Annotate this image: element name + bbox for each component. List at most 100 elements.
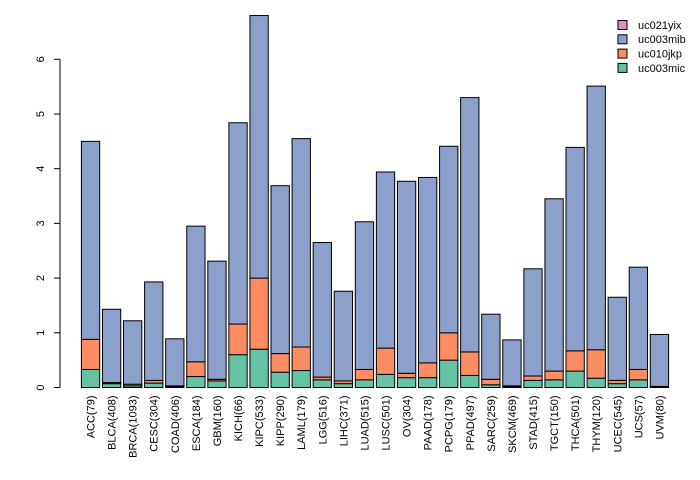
bar-stack (312, 242, 332, 389)
bar-segment-uc010jkp (565, 350, 585, 372)
bar-segment-uc003mib (439, 145, 459, 334)
legend-label-uc010jkp: uc010jkp (638, 48, 682, 60)
bar-segment-uc003mic (101, 383, 122, 388)
bar-segment-uc010jkp (439, 332, 459, 361)
bar-stack (80, 140, 101, 389)
x-tick-label: LIHC(371) (338, 396, 350, 447)
bar-segment-uc003mic (460, 374, 480, 389)
x-tick-label: THYM(120) (591, 396, 603, 453)
bar-stack (544, 198, 564, 389)
bar-segment-uc010jkp (523, 375, 543, 381)
x-tick-label: KICH(66) (233, 396, 245, 442)
bar-segment-uc003mib (270, 185, 290, 355)
x-tick-label: CESC(304) (149, 396, 161, 452)
bar-segment-uc003mic (80, 368, 101, 389)
x-tick-label: LUAD(515) (359, 396, 371, 451)
bar-segment-uc010jkp (418, 362, 438, 379)
bar-stack (523, 268, 543, 389)
bar-segment-uc003mib (312, 242, 332, 378)
bar-stack (186, 225, 206, 388)
x-axis-labels: ACC(79) BLCA(408) BRCA(1093) CESC(304) COAD(… (86, 396, 667, 458)
bar-stack (460, 97, 480, 389)
bar-stack (396, 180, 417, 388)
bar-segment-uc003mib (502, 339, 522, 387)
bar-segment-uc003mic (228, 354, 248, 388)
x-tick-label: PPAD(497) (465, 396, 477, 451)
bar-segment-uc003mic (249, 348, 269, 388)
bar-segment-uc003mic (586, 377, 606, 388)
bar-segment-uc003mib (418, 176, 438, 364)
x-tick-label: LAML(179) (296, 396, 308, 450)
legend-swatch-uc010jkp (617, 48, 628, 59)
x-tick-label: UCEC(545) (612, 396, 624, 453)
bar-segment-uc003mic (291, 370, 311, 388)
bar-segment-uc010jkp (354, 368, 375, 381)
bar-stack (249, 15, 269, 388)
y-tick-label: 0 (35, 384, 47, 390)
legend-label-uc003mib: uc003mib (638, 34, 686, 46)
bar-segment-uc010jkp (291, 346, 311, 372)
bar-segment-uc003mib (333, 290, 354, 382)
bar-segment-uc003mib (165, 338, 185, 387)
bar-segment-uc003mic (607, 383, 627, 388)
bar-stack (481, 313, 501, 389)
bar-segment-uc003mib (354, 221, 375, 370)
y-tick-label: 3 (35, 220, 47, 226)
x-tick-label: OV(304) (402, 396, 414, 438)
bar-segment-uc010jkp (586, 349, 606, 379)
bar-segment-uc003mic (186, 376, 206, 388)
bar-stack (439, 145, 459, 388)
bar-segment-uc010jkp (460, 351, 480, 376)
bar-stack (375, 171, 396, 389)
bar-segment-uc003mic (396, 377, 417, 388)
bar-segment-uc003mic (439, 359, 459, 388)
bar-segment-uc003mic (312, 379, 332, 389)
x-tick-label: THCA(501) (570, 396, 582, 452)
x-tick-label: PCPG(179) (444, 396, 456, 453)
bar-segment-uc010jkp (249, 277, 269, 350)
bar-segment-uc003mib (396, 180, 417, 374)
bar-segment-uc003mic (544, 379, 564, 389)
bar-stack (586, 85, 606, 388)
bar-segment-uc003mib (207, 260, 227, 380)
bar-stack (502, 339, 522, 389)
bar-segment-uc003mib (249, 15, 269, 279)
bar-segment-uc003mib (628, 266, 649, 370)
x-tick-label: LUSC(501) (381, 396, 393, 451)
bar-segment-uc010jkp (375, 347, 396, 375)
bar-segment-uc003mic (628, 379, 649, 389)
bar-segment-uc003mib (101, 308, 122, 384)
bar-stack (270, 185, 290, 388)
bar-segment-uc003mib (291, 138, 311, 348)
x-tick-label: BLCA(408) (107, 396, 119, 450)
bar-segment-uc003mib (586, 85, 606, 351)
bar-segment-uc010jkp (628, 368, 649, 381)
x-tick-label: SKCM(469) (507, 396, 519, 453)
bars-layer (80, 15, 670, 389)
bar-segment-uc003mic (418, 377, 438, 388)
x-tick-label: PAAD(178) (423, 396, 435, 451)
bar-stack (628, 266, 649, 389)
bar-segment-uc003mic (523, 379, 543, 389)
x-tick-label: UCS(57) (633, 396, 645, 439)
x-tick-label: LGG(516) (317, 396, 329, 445)
bar-segment-uc010jkp (270, 353, 290, 373)
bar-segment-uc010jkp (186, 361, 206, 378)
bar-segment-uc003mic (354, 379, 375, 389)
x-tick-label: BRCA(1093) (128, 396, 140, 458)
bar-stack (565, 146, 585, 388)
x-tick-label: ACC(79) (86, 396, 98, 439)
bar-stack (649, 333, 670, 389)
bar-stack (123, 320, 143, 389)
bar-segment-uc003mib (80, 140, 101, 340)
bar-segment-uc003mib (228, 122, 248, 325)
bar-segment-uc010jkp (396, 372, 417, 379)
y-tick-label: 1 (35, 330, 47, 336)
x-tick-label: ESCA(184) (191, 396, 203, 452)
y-tick-label: 6 (35, 56, 47, 62)
bar-segment-uc003mib (375, 171, 396, 349)
x-tick-label: SARC(259) (486, 396, 498, 452)
x-tick-label: KIPC(533) (254, 396, 266, 447)
bar-stack (291, 138, 311, 388)
